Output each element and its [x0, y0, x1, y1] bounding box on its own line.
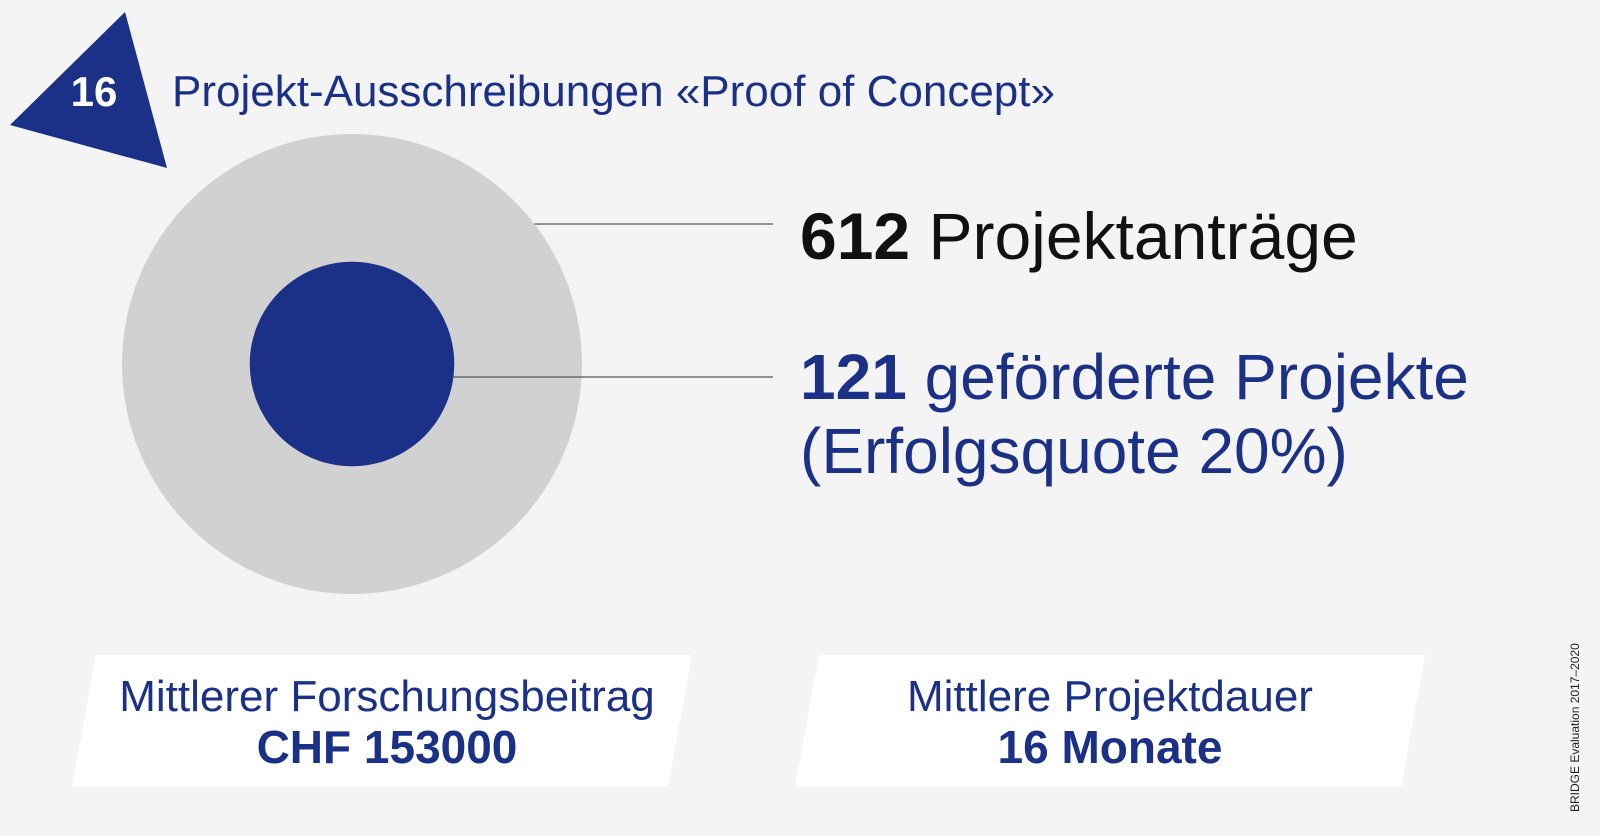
stat-total: 612 Projektanträge: [800, 196, 1358, 276]
box-background: [795, 655, 1425, 787]
stat-funded-rate: (Erfolgsquote 20%): [800, 415, 1348, 487]
info-box-contribution: Mittlerer Forschungsbeitrag CHF 153000: [72, 655, 702, 787]
info-box-duration: Mittlere Projektdauer 16 Monate: [795, 655, 1425, 787]
stat-funded-number: 121: [800, 341, 907, 413]
stat-total-label: Projektanträge: [928, 199, 1358, 273]
box-label: Mittlerer Forschungsbeitrag: [119, 672, 655, 721]
stat-total-number: 612: [800, 199, 911, 273]
badge-number: 16: [70, 68, 118, 115]
box-value: CHF 153000: [256, 721, 518, 773]
triangle-shape: [10, 12, 167, 168]
credit-text: BRIDGE Evaluation 2017–2020: [1568, 643, 1582, 812]
stat-funded: 121 geförderte Projekte (Erfolgsquote 20…: [800, 340, 1469, 488]
circle-funded: [249, 261, 455, 467]
badge-triangle: [10, 12, 167, 168]
box-value: 16 Monate: [997, 721, 1223, 773]
box-label: Mittlere Projektdauer: [907, 672, 1313, 721]
circle-chart: [122, 134, 773, 594]
box-background: [72, 655, 692, 787]
stat-funded-label: geförderte Projekte: [924, 341, 1469, 413]
page-title: Projekt-Ausschreibungen «Proof of Concep…: [172, 67, 1055, 116]
